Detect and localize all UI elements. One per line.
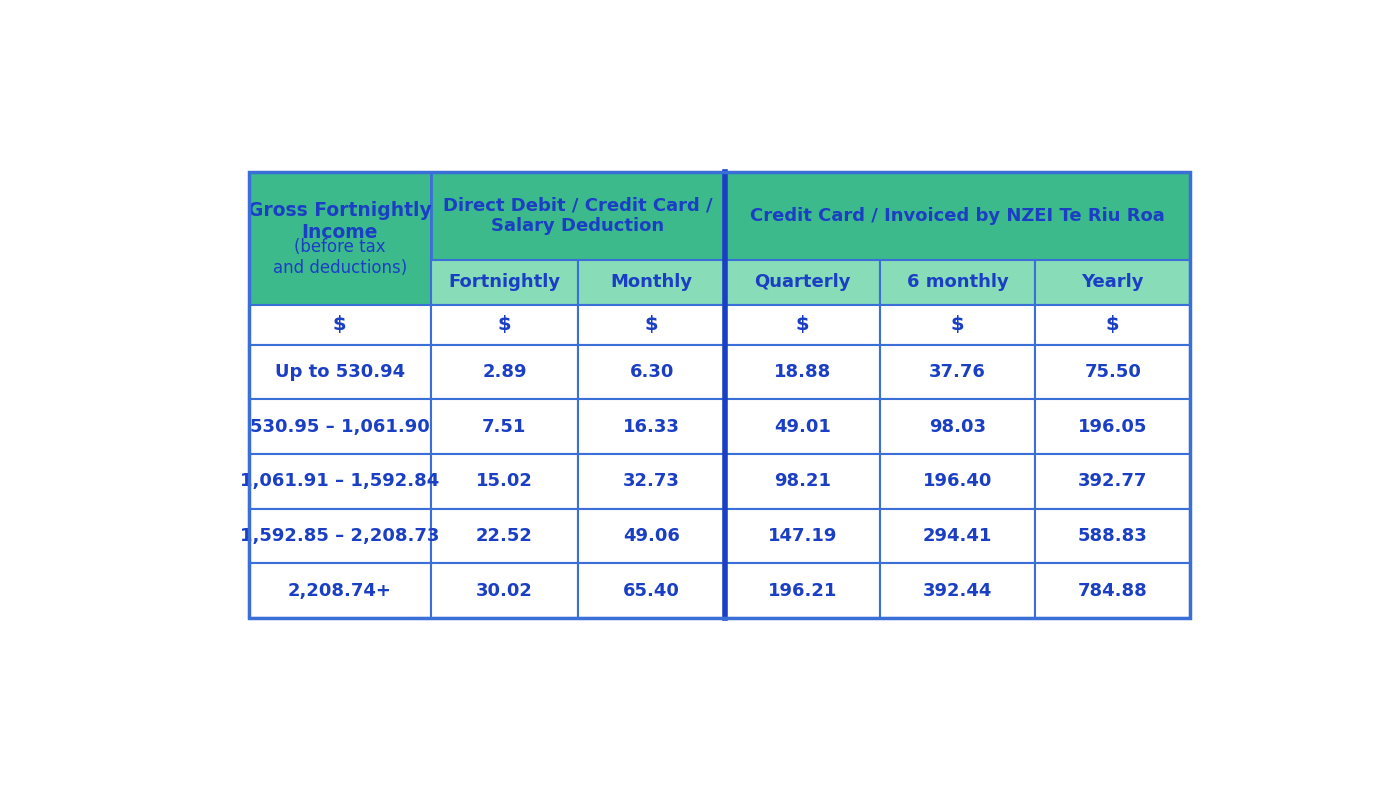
Text: Direct Debit / Credit Card /
Salary Deduction: Direct Debit / Credit Card / Salary Dedu… xyxy=(444,196,713,236)
Text: 294.41: 294.41 xyxy=(923,527,993,545)
Text: 65.40: 65.40 xyxy=(623,582,680,600)
Text: 75.50: 75.50 xyxy=(1085,363,1141,381)
Text: 392.44: 392.44 xyxy=(923,582,993,600)
Bar xyxy=(725,509,881,563)
Bar xyxy=(578,509,725,563)
Bar xyxy=(431,563,578,618)
Text: Up to 530.94: Up to 530.94 xyxy=(274,363,405,381)
Bar xyxy=(431,454,578,509)
Bar xyxy=(725,400,881,454)
Bar xyxy=(249,400,431,454)
Bar xyxy=(249,305,431,345)
Bar xyxy=(249,454,431,509)
Text: $: $ xyxy=(797,315,809,334)
Text: 784.88: 784.88 xyxy=(1078,582,1148,600)
Bar xyxy=(725,345,881,400)
Bar xyxy=(431,305,578,345)
Text: 530.95 – 1,061.90: 530.95 – 1,061.90 xyxy=(249,418,430,436)
Bar xyxy=(881,260,1035,305)
Bar xyxy=(431,260,578,305)
Text: $: $ xyxy=(951,315,965,334)
Bar xyxy=(881,454,1035,509)
Bar xyxy=(1035,345,1190,400)
Bar xyxy=(431,400,578,454)
Text: 588.83: 588.83 xyxy=(1078,527,1148,545)
Text: Credit Card / Invoiced by NZEI Te Riu Roa: Credit Card / Invoiced by NZEI Te Riu Ro… xyxy=(750,206,1165,225)
Text: 392.77: 392.77 xyxy=(1078,473,1148,490)
Text: Fortnightly: Fortnightly xyxy=(448,273,560,292)
Bar xyxy=(431,509,578,563)
Text: 98.03: 98.03 xyxy=(930,418,986,436)
Bar xyxy=(881,345,1035,400)
Text: 147.19: 147.19 xyxy=(769,527,837,545)
Bar xyxy=(881,509,1035,563)
Text: 18.88: 18.88 xyxy=(774,363,832,381)
Bar xyxy=(1035,400,1190,454)
Text: 6 monthly: 6 monthly xyxy=(907,273,1008,292)
Bar xyxy=(1035,454,1190,509)
Text: 32.73: 32.73 xyxy=(623,473,680,490)
Bar xyxy=(881,563,1035,618)
Text: Gross Fortnightly
Income: Gross Fortnightly Income xyxy=(248,201,431,242)
Text: 16.33: 16.33 xyxy=(623,418,680,436)
Bar xyxy=(578,345,725,400)
Bar xyxy=(249,172,1190,618)
Text: $: $ xyxy=(1106,315,1120,334)
Text: Yearly: Yearly xyxy=(1081,273,1144,292)
Bar xyxy=(431,172,725,260)
Bar xyxy=(725,563,881,618)
Text: 30.02: 30.02 xyxy=(476,582,533,600)
Bar xyxy=(578,260,725,305)
Bar xyxy=(1035,260,1190,305)
Text: 6.30: 6.30 xyxy=(630,363,673,381)
Text: $: $ xyxy=(645,315,658,334)
Text: 2.89: 2.89 xyxy=(482,363,526,381)
Text: 37.76: 37.76 xyxy=(930,363,986,381)
Bar xyxy=(249,345,431,400)
Bar xyxy=(725,305,881,345)
Bar xyxy=(249,509,431,563)
Bar xyxy=(578,305,725,345)
Text: $: $ xyxy=(497,315,511,334)
Bar xyxy=(249,563,431,618)
Text: 1,061.91 – 1,592.84: 1,061.91 – 1,592.84 xyxy=(239,473,440,490)
Text: 22.52: 22.52 xyxy=(476,527,533,545)
Text: Monthly: Monthly xyxy=(610,273,693,292)
Text: 196.21: 196.21 xyxy=(769,582,837,600)
Text: Quarterly: Quarterly xyxy=(755,273,851,292)
Text: 49.06: 49.06 xyxy=(623,527,680,545)
Text: (before tax
and deductions): (before tax and deductions) xyxy=(273,238,407,277)
Bar xyxy=(1035,305,1190,345)
Bar xyxy=(881,400,1035,454)
Bar xyxy=(431,345,578,400)
Text: 7.51: 7.51 xyxy=(482,418,526,436)
Text: 98.21: 98.21 xyxy=(774,473,832,490)
Bar xyxy=(725,260,881,305)
Bar xyxy=(578,454,725,509)
Bar xyxy=(881,305,1035,345)
Bar xyxy=(578,400,725,454)
Bar xyxy=(725,454,881,509)
Bar xyxy=(578,563,725,618)
Bar xyxy=(1035,509,1190,563)
Text: 49.01: 49.01 xyxy=(774,418,832,436)
Text: 196.40: 196.40 xyxy=(923,473,993,490)
Bar xyxy=(249,172,431,305)
Text: 15.02: 15.02 xyxy=(476,473,533,490)
Text: 196.05: 196.05 xyxy=(1078,418,1148,436)
Bar xyxy=(1035,563,1190,618)
Text: $: $ xyxy=(333,315,347,334)
Text: 1,592.85 – 2,208.73: 1,592.85 – 2,208.73 xyxy=(239,527,440,545)
Text: 2,208.74+: 2,208.74+ xyxy=(288,582,392,600)
Bar xyxy=(725,172,1190,260)
